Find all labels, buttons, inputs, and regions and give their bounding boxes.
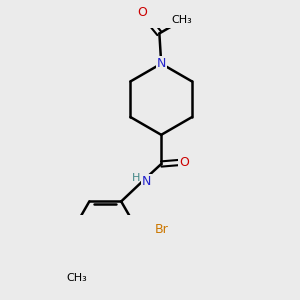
Text: N: N: [142, 176, 151, 188]
Text: H: H: [132, 173, 140, 183]
Text: CH₃: CH₃: [67, 273, 88, 283]
Text: O: O: [138, 6, 147, 19]
Text: N: N: [157, 57, 166, 70]
Text: Br: Br: [154, 223, 168, 236]
Text: CH₃: CH₃: [172, 15, 192, 25]
Text: O: O: [179, 156, 189, 169]
